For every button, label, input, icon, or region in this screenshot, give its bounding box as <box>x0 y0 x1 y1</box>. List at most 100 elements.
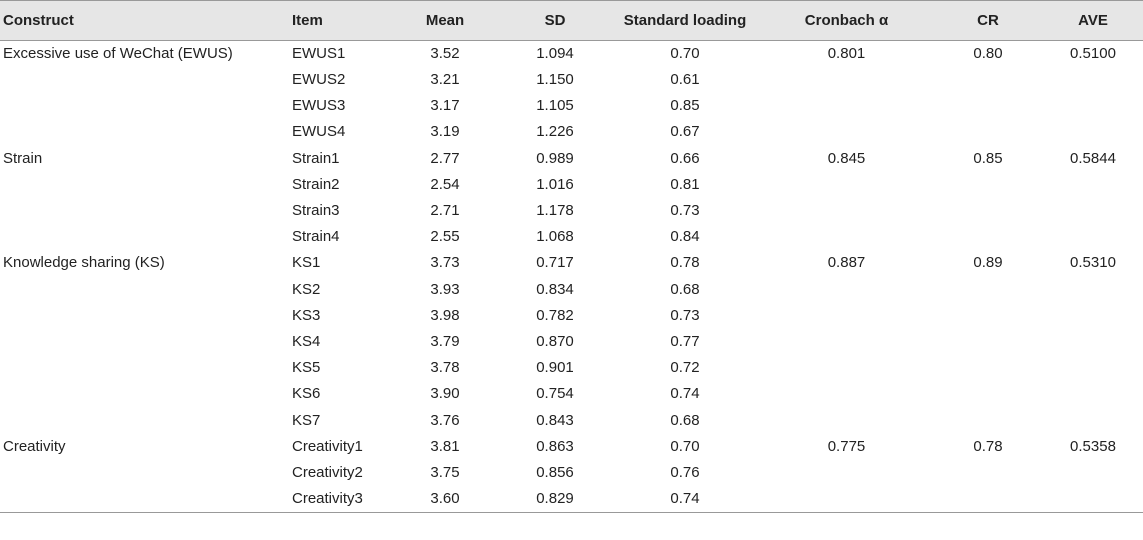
cell-item: KS3 <box>292 306 321 324</box>
table-row: KS7 3.76 0.843 0.68 <box>0 407 1143 433</box>
cell-item: KS6 <box>292 385 321 403</box>
table-row: Excessive use of WeChat (EWUS) EWUS1 3.52 1… <box>0 41 1143 68</box>
cell-sd: 0.856 <box>536 463 574 481</box>
cell-mean: 3.75 <box>430 463 460 481</box>
table-row: Creativity2 3.75 0.856 0.76 <box>0 460 1143 486</box>
table-row: KS6 3.90 0.754 0.74 <box>0 381 1143 407</box>
cell-cr <box>933 355 1043 381</box>
cell-ave <box>1043 486 1143 513</box>
cell-mean: 3.60 <box>390 486 500 513</box>
cell-sd: 1.226 <box>536 123 574 141</box>
cell-construct <box>0 381 290 407</box>
cell-standard-loading: 0.73 <box>670 306 700 324</box>
cell-construct: Creativity <box>3 437 66 455</box>
header-cronbach-alpha: Cronbach α <box>804 12 889 29</box>
cell-mean: 2.55 <box>430 228 460 246</box>
cell-construct <box>0 303 290 329</box>
header-item: Item <box>292 12 323 29</box>
table-row: EWUS3 3.17 1.105 0.85 <box>0 93 1143 119</box>
cell-ave: 0.5100 <box>1070 45 1116 62</box>
cell-sd: 0.717 <box>536 254 574 272</box>
header-construct: Construct <box>3 12 74 29</box>
cell-ave <box>1043 355 1143 381</box>
cell-sd: 1.105 <box>536 97 574 115</box>
header-sd: SD <box>544 12 566 29</box>
cell-cr <box>933 329 1043 355</box>
cell-cr: 0.78 <box>973 437 1003 455</box>
table-row: KS3 3.98 0.782 0.73 <box>0 303 1143 329</box>
cell-item: Creativity2 <box>292 463 363 481</box>
header-ave: AVE <box>1078 12 1108 29</box>
cell-standard-loading: 0.74 <box>670 385 700 403</box>
cell-mean: 2.71 <box>430 202 460 220</box>
cell-cronbach-alpha <box>760 486 933 513</box>
table-row: Strain Strain1 2.77 0.989 0.66 0.845 0.85 0.584… <box>0 146 1143 172</box>
cell-cronbach-alpha <box>760 303 933 329</box>
cell-ave <box>1043 460 1143 486</box>
cell-standard-loading: 0.73 <box>670 202 700 220</box>
cell-cronbach-alpha <box>760 93 933 119</box>
cell-mean: 2.54 <box>430 175 460 193</box>
table-row: EWUS2 3.21 1.150 0.61 <box>0 67 1143 93</box>
cell-cr <box>933 67 1043 93</box>
cell-standard-loading: 0.70 <box>670 45 700 62</box>
cell-ave: 0.5844 <box>1070 149 1116 167</box>
cell-sd: 0.901 <box>536 359 574 377</box>
cell-standard-loading: 0.66 <box>670 149 700 167</box>
cell-ave: 0.5358 <box>1070 437 1116 455</box>
cell-item: KS2 <box>292 280 321 298</box>
cell-cronbach-alpha <box>760 460 933 486</box>
cell-construct: Strain <box>3 149 43 167</box>
cell-item: EWUS4 <box>292 123 346 141</box>
cell-ave <box>1043 67 1143 93</box>
table-row: KS4 3.79 0.870 0.77 <box>0 329 1143 355</box>
cell-cr: 0.80 <box>973 45 1003 62</box>
cell-sd: 1.178 <box>536 202 574 220</box>
cell-sd: 0.870 <box>536 332 574 350</box>
cell-item: Strain2 <box>292 175 340 193</box>
cell-construct: Knowledge sharing (KS) <box>3 254 165 272</box>
cell-standard-loading: 0.77 <box>670 332 700 350</box>
cell-cronbach-alpha: 0.887 <box>827 254 866 272</box>
cell-standard-loading: 0.74 <box>610 486 760 513</box>
cell-construct <box>0 67 290 93</box>
cell-cr: 0.85 <box>973 149 1003 167</box>
table-row: Strain2 2.54 1.016 0.81 <box>0 172 1143 198</box>
cell-mean: 3.81 <box>430 437 460 455</box>
cell-ave <box>1043 407 1143 433</box>
table-row: KS2 3.93 0.834 0.68 <box>0 277 1143 303</box>
header-row: Construct Item Mean SD Standard loading … <box>0 0 1143 41</box>
cell-ave: 0.5310 <box>1070 254 1116 272</box>
cell-cronbach-alpha <box>760 329 933 355</box>
cell-mean: 3.19 <box>430 123 460 141</box>
cell-construct <box>0 277 290 303</box>
table-row: Knowledge sharing (KS) KS1 3.73 0.717 0.78 0.… <box>0 250 1143 276</box>
cell-construct <box>0 407 290 433</box>
cell-ave <box>1043 172 1143 198</box>
cell-standard-loading: 0.61 <box>670 71 700 89</box>
cell-cronbach-alpha: 0.801 <box>827 45 866 62</box>
cell-standard-loading: 0.68 <box>670 280 700 298</box>
reliability-table: Construct Item Mean SD Standard loading … <box>0 0 1143 513</box>
cell-mean: 3.21 <box>430 71 460 89</box>
cell-cr <box>933 224 1043 250</box>
header-cr: CR <box>977 12 999 29</box>
cell-cr <box>933 93 1043 119</box>
cell-item: EWUS1 <box>292 45 346 62</box>
cell-item: EWUS2 <box>292 71 346 89</box>
cell-construct <box>0 355 290 381</box>
cell-sd: 0.843 <box>536 411 574 429</box>
cell-sd: 0.834 <box>536 280 574 298</box>
cell-cronbach-alpha <box>760 119 933 145</box>
cell-standard-loading: 0.67 <box>670 123 700 141</box>
cell-cronbach-alpha <box>760 407 933 433</box>
cell-cr: 0.89 <box>973 254 1003 272</box>
table-row: Creativity3 3.60 0.829 0.74 <box>0 486 1143 513</box>
table-body: Excessive use of WeChat (EWUS) EWUS1 3.52 1… <box>0 41 1143 513</box>
table-row: Strain3 2.71 1.178 0.73 <box>0 198 1143 224</box>
cell-cr <box>933 198 1043 224</box>
cell-cronbach-alpha <box>760 172 933 198</box>
cell-cr <box>933 460 1043 486</box>
cell-item: KS7 <box>292 411 321 429</box>
cell-mean: 3.93 <box>430 280 460 298</box>
